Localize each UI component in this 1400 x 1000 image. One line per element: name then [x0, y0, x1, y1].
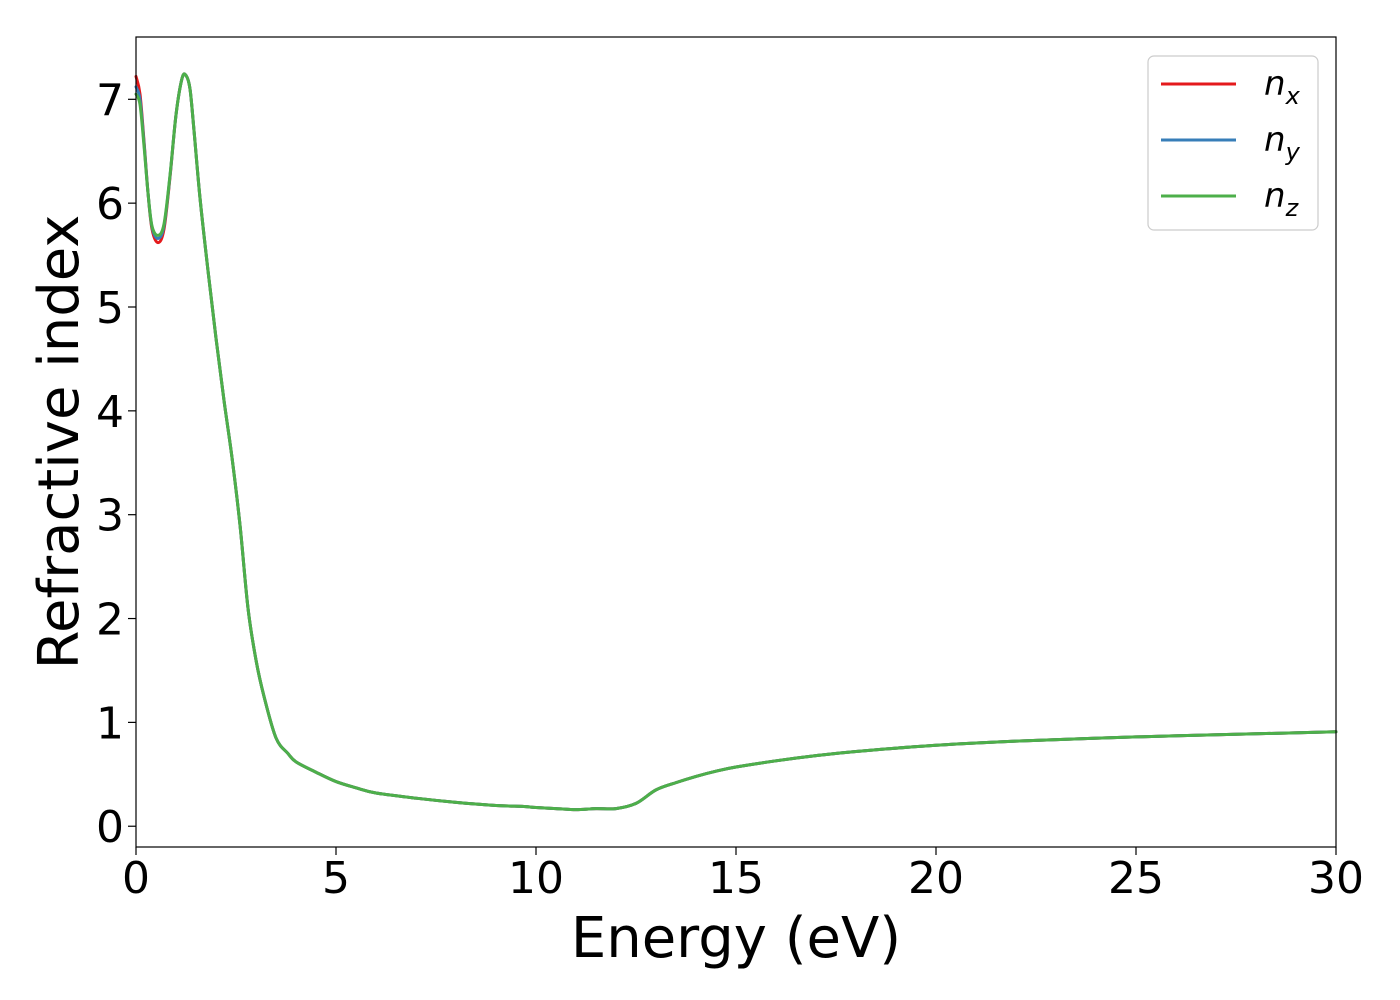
x-tick-label: 15 — [708, 853, 764, 904]
x-tick-label: 10 — [508, 853, 564, 904]
series-line-nz — [134, 72, 1338, 812]
x-tick-label: 25 — [1108, 853, 1164, 904]
y-tick-label: 4 — [96, 387, 124, 438]
x-tick-label: 30 — [1308, 853, 1364, 904]
x-tick-label: 5 — [322, 853, 350, 904]
y-tick-label: 6 — [96, 179, 124, 230]
x-axis-label: Energy (eV) — [571, 906, 901, 971]
y-axis: 0 1 2 3 4 5 6 7 — [96, 75, 136, 853]
y-tick-label: 7 — [96, 75, 124, 126]
y-tick-label: 0 — [96, 802, 124, 853]
x-tick-label: 0 — [122, 853, 150, 904]
y-tick-label: 3 — [96, 491, 124, 542]
y-axis-label: Refractive index — [27, 215, 92, 670]
y-tick-label: 1 — [96, 698, 124, 749]
y-tick-label: 2 — [96, 595, 124, 646]
x-tick-label: 20 — [908, 853, 964, 904]
plot-area — [134, 72, 1338, 812]
y-tick-label: 5 — [96, 283, 124, 334]
legend-box — [1147, 55, 1319, 231]
x-axis: 0 5 10 15 20 25 30 — [122, 847, 1364, 904]
